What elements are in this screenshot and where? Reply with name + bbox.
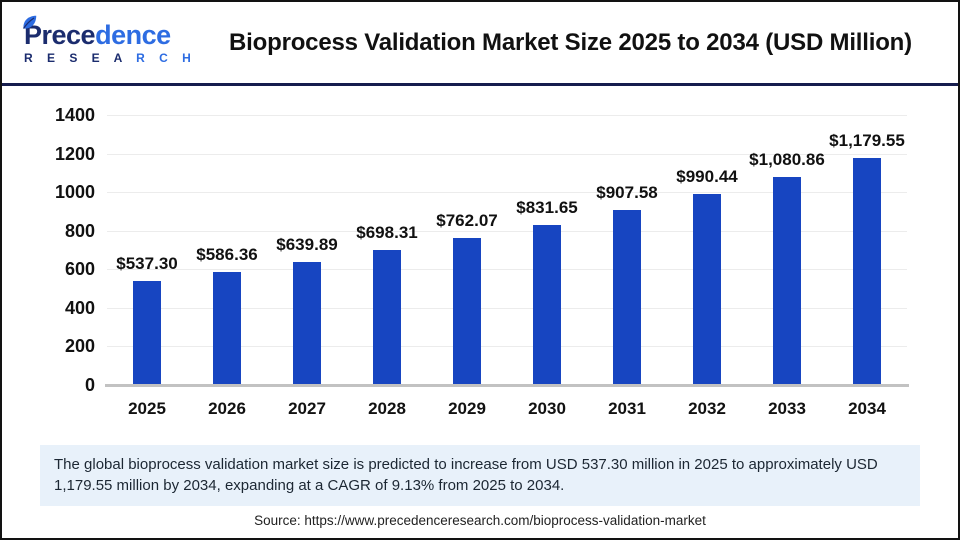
logo-wordmark: Precedence: [24, 19, 197, 50]
y-tick-label: 1400: [54, 105, 95, 125]
bar-group-2029: $762.07 2029: [427, 115, 507, 418]
bar: [853, 157, 881, 385]
leaf-icon: [23, 15, 37, 29]
gridline: [107, 115, 907, 116]
gridline: [107, 192, 907, 194]
bar-group-2027: $639.89 2027: [267, 115, 347, 418]
y-tick-label: 0: [84, 375, 95, 395]
bar-value-label: $537.30: [116, 254, 178, 274]
bar-value-label: $907.58: [596, 182, 658, 202]
x-tick-label: 2030: [528, 399, 566, 418]
bar: [293, 261, 321, 385]
logo-subtitle: R E S E A R C H: [24, 52, 197, 64]
x-tick-label: 2027: [288, 399, 326, 418]
y-tick-label: 600: [64, 259, 95, 280]
bar: [133, 281, 161, 385]
bar: [773, 176, 801, 385]
gridline: [107, 230, 907, 232]
y-tick-label: 800: [64, 220, 95, 241]
y-tick-label: 1000: [54, 182, 95, 203]
bar: [533, 224, 561, 385]
x-tick-label: 2032: [688, 399, 726, 418]
bar-group-2025: $537.30 2025: [107, 115, 187, 418]
source-attribution: Source: https://www.precedenceresearch.c…: [254, 513, 706, 528]
y-tick-label: 200: [64, 336, 95, 357]
y-tick-label: 400: [64, 297, 95, 318]
bars-layer: $537.30 2025 $586.36 2026 $639.89 2027 $698.31…: [107, 115, 907, 418]
gridline: [107, 153, 907, 155]
x-tick-label: 2033: [768, 399, 806, 418]
bar-group-2034: $1,179.55 2034: [827, 115, 907, 418]
bar: [213, 271, 241, 385]
summary-callout: The global bioprocess validation market …: [40, 445, 920, 506]
bar-group-2030: $831.65 2030: [507, 115, 587, 418]
gridline: [107, 307, 907, 309]
bar-group-2031: $907.58 2031: [587, 115, 667, 418]
precedence-research-logo: Precedence R E S E A R C H: [2, 15, 197, 64]
chart-title: Bioprocess Validation Market Size 2025 t…: [229, 28, 912, 56]
x-axis-line: [105, 384, 909, 387]
y-tick-label: 1200: [54, 143, 95, 164]
gridline: [107, 346, 907, 348]
bar-value-label: $1,080.86: [749, 149, 825, 169]
bar: [453, 238, 481, 385]
x-tick-label: 2026: [208, 399, 246, 418]
x-tick-label: 2025: [128, 399, 166, 418]
logo-sub-light: R C H: [136, 50, 197, 65]
logo-sub-dark: R E S E A: [24, 50, 137, 65]
bar-value-label: $639.89: [276, 234, 338, 254]
bar-group-2032: $990.44 2032: [667, 115, 747, 418]
bar-value-label: $586.36: [196, 244, 258, 264]
gridline: [107, 269, 907, 271]
bar-group-2033: $1,080.86 2033: [747, 115, 827, 418]
bar-value-label: $762.07: [436, 211, 498, 231]
bar: [613, 209, 641, 385]
bar-value-label: $831.65: [516, 197, 578, 217]
bar: [373, 250, 401, 385]
header: Precedence R E S E A R C H Bioprocess Va…: [2, 2, 958, 86]
bar: [693, 194, 721, 385]
logo-word-light: dence: [95, 19, 171, 50]
x-tick-label: 2031: [608, 399, 646, 418]
x-tick-label: 2028: [368, 399, 406, 418]
bar-group-2028: $698.31 2028: [347, 115, 427, 418]
bar-value-label: $698.31: [356, 223, 418, 243]
bar-value-label: $990.44: [676, 167, 738, 186]
bar-group-2026: $586.36 2026: [187, 115, 267, 418]
x-tick-label: 2029: [448, 399, 486, 418]
bar-value-label: $1,179.55: [829, 130, 905, 150]
logo-word-dark: Prece: [24, 19, 96, 50]
bar-chart-plot-area: 0 200 400 600 800 1000 1200 1400 $537.30 2025 $58…: [55, 105, 909, 418]
x-tick-label: 2034: [848, 399, 886, 418]
